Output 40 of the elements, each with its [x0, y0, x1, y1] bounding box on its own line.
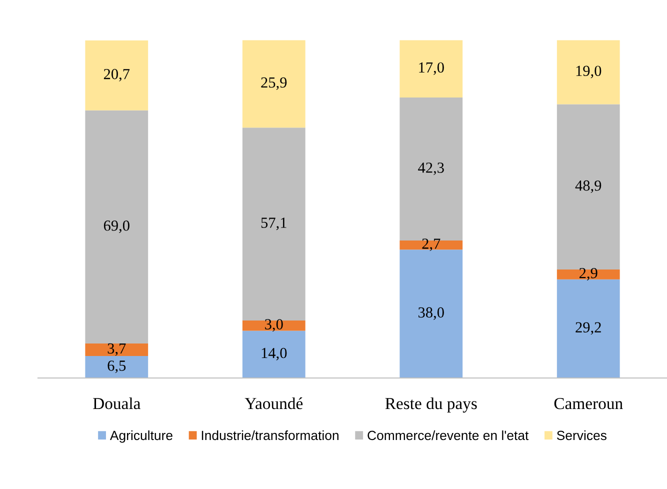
legend-label: Services — [556, 430, 606, 440]
bar — [85, 356, 148, 378]
data-label: 48,9 — [575, 180, 602, 193]
data-label: 14,0 — [262, 348, 287, 360]
bar — [85, 110, 148, 344]
bar — [556, 40, 620, 104]
x-tick-label: Yaoundé — [244, 397, 303, 410]
bar — [400, 40, 463, 98]
data-label: 2,9 — [580, 268, 598, 280]
data-label: 3,7 — [108, 343, 126, 356]
data-label: 17,0 — [419, 62, 444, 75]
data-label: 29,2 — [576, 322, 601, 335]
x-tick-label: Cameroun — [554, 398, 623, 410]
bar — [556, 270, 620, 280]
data-label: 42,3 — [418, 162, 444, 176]
x-tick-label: Douala — [93, 397, 140, 410]
bar — [242, 320, 306, 331]
legend-label: Industrie/transformation — [202, 430, 338, 440]
legend-label: Agriculture — [110, 430, 172, 443]
bar — [242, 40, 306, 128]
data-label: 6,5 — [108, 360, 126, 374]
bar — [400, 250, 463, 378]
bar — [556, 279, 620, 378]
bar — [556, 104, 620, 270]
bar — [400, 240, 463, 250]
bar — [400, 98, 463, 240]
data-label: 25,9 — [261, 77, 287, 90]
bar — [85, 344, 148, 356]
data-label: 3,0 — [265, 319, 283, 332]
bar — [85, 40, 148, 110]
legend-label: Commerce/revente en l'etat — [368, 430, 529, 440]
data-label: 57,1 — [261, 218, 286, 230]
data-label: 38,0 — [418, 307, 444, 320]
data-label: 20,7 — [104, 68, 130, 82]
data-label: 69,0 — [104, 220, 130, 233]
data-label: 2,7 — [422, 238, 440, 252]
x-tick-label: Reste du pays — [385, 397, 477, 413]
bar — [242, 128, 306, 321]
bar — [242, 330, 306, 378]
data-label: 19,0 — [576, 66, 602, 78]
